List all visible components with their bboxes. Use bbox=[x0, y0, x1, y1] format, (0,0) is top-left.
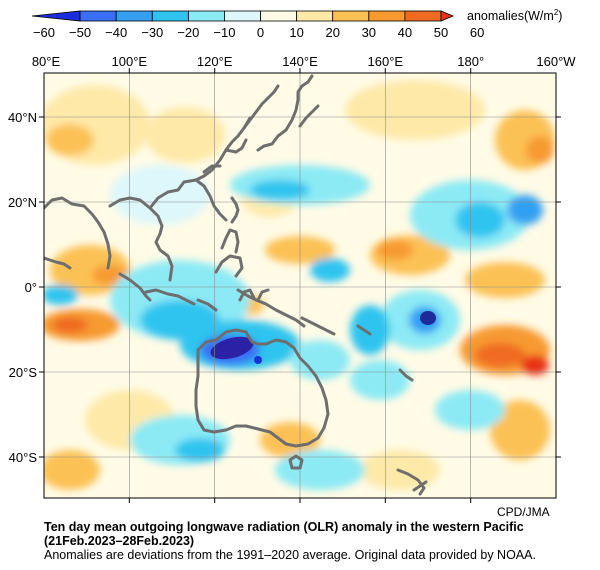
lon-label-120e: 120°E bbox=[197, 54, 233, 69]
colorbar-tick-label: 10 bbox=[289, 25, 303, 40]
colorbar-tick-label: −10 bbox=[213, 25, 235, 40]
olr-anomaly-map: 80°E 100°E 120°E 140°E 160°E 180° 160°W … bbox=[8, 54, 576, 503]
lon-label-160w: 160°W bbox=[536, 54, 576, 69]
caption-date-range: (21Feb.2023–28Feb.2023) bbox=[44, 534, 195, 548]
lon-label-140e: 140°E bbox=[282, 54, 318, 69]
colorbar-tick-label: −60 bbox=[33, 25, 55, 40]
colorbar-tick-label: −50 bbox=[69, 25, 91, 40]
caption-note: Anomalies are deviations from the 1991–2… bbox=[44, 548, 536, 562]
colorbar: −60 −50 −40 −30 −20 −10 0 10 20 30 40 50 60 bbox=[31, 10, 484, 40]
colorbar-tick-label: −40 bbox=[105, 25, 127, 40]
frame-ticks bbox=[39, 68, 561, 503]
lat-label-40s: 40°S bbox=[9, 450, 38, 465]
lon-label-160e: 160°E bbox=[368, 54, 404, 69]
colorbar-tick-label: 40 bbox=[398, 25, 412, 40]
caption-title: Ten day mean outgoing longwave radiation… bbox=[44, 520, 524, 534]
colorbar-title: anomalies(W/m2) bbox=[467, 8, 563, 24]
lon-label-80e: 80°E bbox=[32, 54, 61, 69]
credit-label: CPD/JMA bbox=[497, 505, 550, 519]
lat-label-20n: 20°N bbox=[8, 195, 37, 210]
colorbar-tick-label: 60 bbox=[470, 25, 484, 40]
colorbar-cell bbox=[440, 10, 455, 22]
lon-label-180: 180° bbox=[457, 54, 484, 69]
anomaly-core-east bbox=[420, 311, 436, 325]
lat-label-0: 0° bbox=[25, 280, 37, 295]
colorbar-tick-label: 30 bbox=[362, 25, 376, 40]
colorbar-tick-label: 20 bbox=[325, 25, 339, 40]
lat-label-40n: 40°N bbox=[8, 110, 37, 125]
colorbar-tick-label: 50 bbox=[434, 25, 448, 40]
anomaly-core-deep bbox=[210, 336, 254, 360]
coastlines bbox=[44, 74, 428, 496]
lon-label-100e: 100°E bbox=[112, 54, 148, 69]
lat-label-20s: 20°S bbox=[9, 365, 38, 380]
colorbar-tick-label: 0 bbox=[257, 25, 264, 40]
colorbar-tick-label: −20 bbox=[177, 25, 199, 40]
colorbar-tick-label: −30 bbox=[141, 25, 163, 40]
anomaly-core-small bbox=[254, 356, 262, 364]
